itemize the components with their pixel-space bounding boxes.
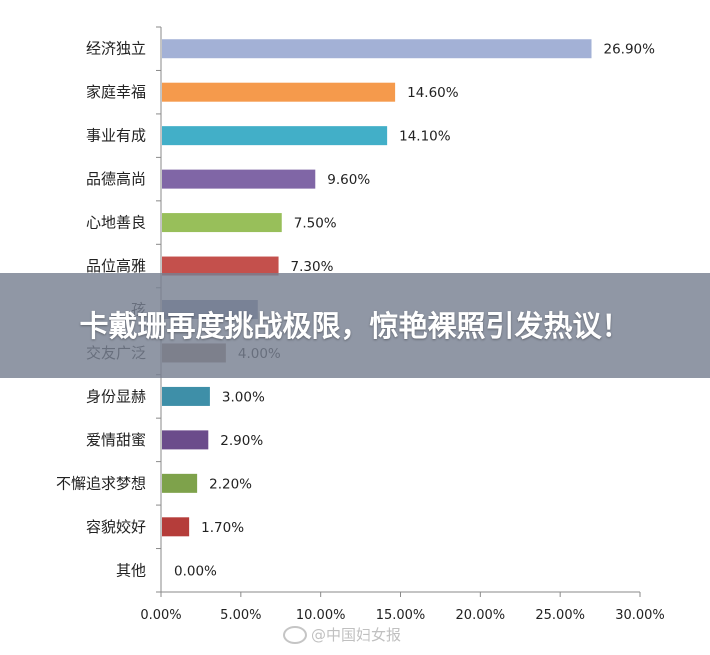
value-label: 0.00% bbox=[174, 563, 217, 579]
category-label: 品位高雅 bbox=[86, 257, 146, 275]
category-label: 心地善良 bbox=[86, 214, 146, 232]
value-label: 9.60% bbox=[327, 172, 370, 188]
x-tick-label: 30.00% bbox=[615, 608, 665, 623]
category-label: 其他 bbox=[116, 561, 146, 579]
headline-text: 卡戴珊再度挑战极限，惊艳裸照引发热议！ bbox=[79, 308, 631, 343]
bar bbox=[162, 126, 388, 146]
value-label: 3.00% bbox=[222, 389, 265, 405]
bar bbox=[162, 169, 316, 189]
bar bbox=[162, 386, 210, 406]
category-label: 品德高尚 bbox=[86, 170, 146, 188]
category-label: 不懈追求梦想 bbox=[56, 474, 146, 492]
value-label: 1.70% bbox=[201, 520, 244, 536]
x-tick-label: 20.00% bbox=[456, 608, 506, 623]
headline-banner: 卡戴珊再度挑战极限，惊艳裸照引发热议！ bbox=[0, 273, 710, 378]
value-label: 26.90% bbox=[604, 42, 656, 58]
x-tick-label: 15.00% bbox=[376, 608, 426, 623]
bar bbox=[162, 256, 279, 276]
category-label: 身份显赫 bbox=[86, 387, 146, 405]
bar bbox=[162, 213, 282, 233]
watermark-text: @中国妇女报 bbox=[311, 626, 402, 644]
category-label: 经济独立 bbox=[86, 40, 146, 58]
bar bbox=[162, 82, 396, 102]
bar bbox=[162, 39, 592, 59]
watermark: @中国妇女报 bbox=[283, 624, 401, 645]
bar bbox=[162, 473, 198, 493]
x-tick-label: 10.00% bbox=[296, 608, 346, 623]
x-tick-label: 5.00% bbox=[220, 608, 261, 623]
value-label: 7.30% bbox=[291, 259, 334, 275]
category-label: 容貌姣好 bbox=[86, 518, 146, 536]
bar bbox=[162, 430, 209, 450]
x-tick-label: 0.00% bbox=[140, 608, 181, 623]
x-tick-label: 25.00% bbox=[535, 608, 585, 623]
category-label: 事业有成 bbox=[86, 127, 146, 145]
weibo-icon bbox=[283, 625, 307, 644]
category-label: 爱情甜蜜 bbox=[86, 431, 146, 449]
value-label: 14.60% bbox=[407, 85, 459, 101]
bar bbox=[162, 517, 190, 537]
value-label: 7.50% bbox=[294, 216, 337, 232]
category-label: 家庭幸福 bbox=[86, 83, 146, 101]
value-label: 2.20% bbox=[209, 476, 252, 492]
value-label: 2.90% bbox=[220, 433, 263, 449]
value-label: 14.10% bbox=[399, 129, 451, 145]
